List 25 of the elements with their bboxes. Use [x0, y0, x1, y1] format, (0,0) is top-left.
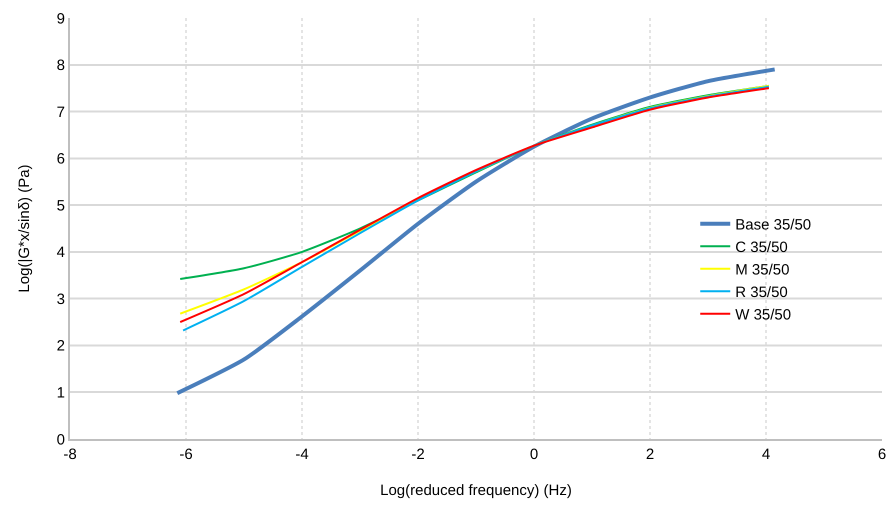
x-tick-label: 6 — [878, 446, 886, 463]
y-tick-label: 8 — [56, 57, 65, 74]
y-tick-label: 7 — [56, 104, 65, 121]
x-tick-label: -6 — [179, 446, 193, 463]
y-tick-label: 2 — [56, 338, 65, 355]
y-tick-label: 1 — [56, 384, 65, 402]
x-tick-label: -4 — [295, 446, 309, 463]
x-tick-label: -2 — [411, 446, 425, 463]
x-axis-title: Log(reduced frequency) (Hz) — [380, 482, 572, 499]
y-tick-label: 0 — [56, 431, 65, 448]
x-tick-label: 2 — [646, 446, 654, 463]
legend-label: R 35/50 — [735, 284, 788, 302]
y-tick-label: 3 — [56, 290, 65, 308]
y-tick-label: 5 — [56, 197, 65, 214]
legend-label: C 35/50 — [735, 239, 788, 256]
x-tick-label: 4 — [762, 446, 770, 463]
x-tick-label: 0 — [530, 446, 538, 463]
x-tick-label: -8 — [63, 446, 77, 463]
legend-label: W 35/50 — [735, 306, 792, 324]
legend-label: M 35/50 — [735, 262, 790, 279]
y-tick-label: 6 — [56, 150, 65, 168]
legend-label: Base 35/50 — [735, 216, 812, 234]
y-tick-label: 9 — [56, 10, 65, 28]
y-tick-label: 4 — [56, 244, 65, 262]
y-axis-title: Log(|G*x/sinδ) (Pa) — [16, 164, 33, 293]
